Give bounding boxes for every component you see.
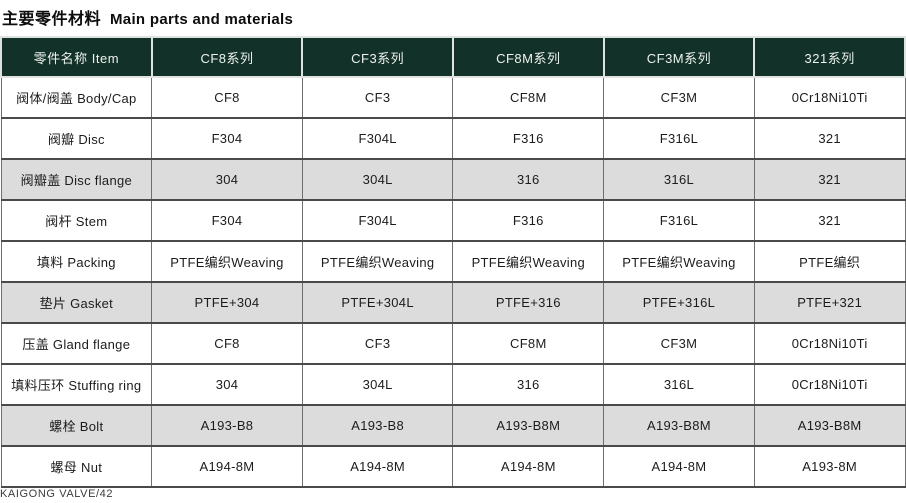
material-cell: PTFE编织Weaving (151, 240, 303, 283)
material-cell: F316 (452, 117, 605, 160)
material-cell: 316L (603, 158, 755, 201)
material-cell: 304L (301, 158, 454, 201)
table-row-stem: 阀杆 Stem F304 F304L F316 F316L 321 (0, 199, 906, 242)
material-cell: 316 (452, 363, 605, 406)
row-label: 压盖 Gland flange (0, 322, 153, 365)
table-row-stuffing-ring: 填料压环 Stuffing ring 304 304L 316 316L 0Cr… (0, 363, 906, 406)
column-header-item: 零件名称 Item (0, 36, 153, 78)
material-cell: 316L (603, 363, 755, 406)
material-cell: 0Cr18Ni10Ti (753, 76, 906, 119)
material-cell: PTFE编织Weaving (301, 240, 454, 283)
row-label: 阀瓣 Disc (0, 117, 153, 160)
material-cell: 304 (151, 158, 303, 201)
table-row-gland-flange: 压盖 Gland flange CF8 CF3 CF8M CF3M 0Cr18N… (0, 322, 906, 365)
material-cell: F304 (151, 117, 303, 160)
material-cell: F304L (301, 199, 454, 242)
footer-text: KAIGONG VALVE/42 (0, 488, 114, 500)
material-cell: A193-B8M (603, 404, 755, 447)
material-cell: 321 (753, 199, 906, 242)
page-title: 主要零件材料 Main parts and materials (0, 0, 906, 36)
table-row-bolt: 螺栓 Bolt A193-B8 A193-B8 A193-B8M A193-B8… (0, 404, 906, 447)
material-cell: F304 (151, 199, 303, 242)
material-cell: A194-8M (603, 445, 755, 488)
table-row-disc: 阀瓣 Disc F304 F304L F316 F316L 321 (0, 117, 906, 160)
material-cell: CF8M (452, 76, 605, 119)
material-cell: F316 (452, 199, 605, 242)
material-cell: CF8 (151, 76, 303, 119)
row-label: 阀杆 Stem (0, 199, 153, 242)
material-cell: 321 (753, 158, 906, 201)
table-row-gasket: 垫片 Gasket PTFE+304 PTFE+304L PTFE+316 PT… (0, 281, 906, 324)
material-cell: A193-B8 (151, 404, 303, 447)
row-label: 垫片 Gasket (0, 281, 153, 324)
row-label: 阀瓣盖 Disc flange (0, 158, 153, 201)
material-cell: PTFE编织Weaving (603, 240, 755, 283)
material-cell: PTFE编织 (753, 240, 906, 283)
table-row-disc-flange: 阀瓣盖 Disc flange 304 304L 316 316L 321 (0, 158, 906, 201)
material-cell: 316 (452, 158, 605, 201)
material-cell: 0Cr18Ni10Ti (753, 363, 906, 406)
column-header-cf8m-series: CF8M系列 (451, 36, 605, 78)
column-header-cf3-series: CF3系列 (301, 36, 454, 78)
material-cell: 0Cr18Ni10Ti (753, 322, 906, 365)
table-row-packing: 填料 Packing PTFE编织Weaving PTFE编织Weaving P… (0, 240, 906, 283)
material-cell: A194-8M (452, 445, 605, 488)
material-cell: A193-B8 (301, 404, 454, 447)
material-cell: F304L (301, 117, 454, 160)
parts-materials-table: 零件名称 Item CF8系列 CF3系列 CF8M系列 CF3M系列 321系… (0, 36, 906, 488)
row-label: 螺栓 Bolt (0, 404, 153, 447)
material-cell: 321 (753, 117, 906, 160)
material-cell: F316L (603, 199, 755, 242)
material-cell: CF8 (151, 322, 303, 365)
material-cell: 304L (301, 363, 454, 406)
material-cell: A193-B8M (753, 404, 906, 447)
material-cell: PTFE+316L (603, 281, 755, 324)
material-cell: PTFE+304 (151, 281, 303, 324)
column-header-cf8-series: CF8系列 (150, 36, 304, 78)
material-cell: 304 (151, 363, 303, 406)
material-cell: CF3M (603, 322, 755, 365)
material-cell: CF3 (301, 76, 454, 119)
table-header-row: 零件名称 Item CF8系列 CF3系列 CF8M系列 CF3M系列 321系… (0, 36, 906, 78)
material-cell: A193-8M (753, 445, 906, 488)
page-title-zh: 主要零件材料 (2, 11, 102, 28)
material-cell: A194-8M (151, 445, 303, 488)
material-cell: CF8M (452, 322, 605, 365)
material-cell: PTFE+304L (301, 281, 454, 324)
material-cell: PTFE+321 (753, 281, 906, 324)
material-cell: A193-B8M (452, 404, 605, 447)
row-label: 填料压环 Stuffing ring (0, 363, 153, 406)
row-label: 填料 Packing (0, 240, 153, 283)
material-cell: PTFE编织Weaving (452, 240, 605, 283)
column-header-321-series: 321系列 (753, 36, 906, 78)
material-cell: A194-8M (301, 445, 454, 488)
material-cell: CF3M (603, 76, 755, 119)
table-row-nut: 螺母 Nut A194-8M A194-8M A194-8M A194-8M A… (0, 445, 906, 488)
table-row-body-cap: 阀体/阀盖 Body/Cap CF8 CF3 CF8M CF3M 0Cr18Ni… (0, 76, 906, 119)
material-cell: F316L (603, 117, 755, 160)
row-label: 螺母 Nut (0, 445, 153, 488)
column-header-cf3m-series: CF3M系列 (602, 36, 756, 78)
row-label: 阀体/阀盖 Body/Cap (0, 76, 153, 119)
material-cell: PTFE+316 (452, 281, 605, 324)
material-cell: CF3 (301, 322, 454, 365)
page-title-en: Main parts and materials (110, 11, 294, 28)
